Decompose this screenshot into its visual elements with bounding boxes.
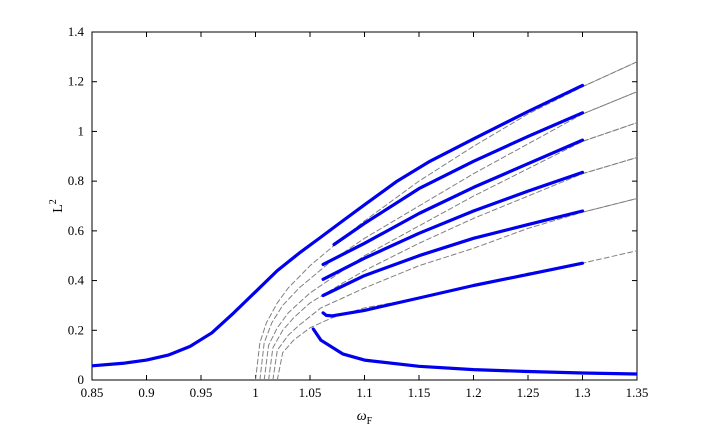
x-axis-title-sub: F bbox=[367, 416, 373, 427]
x-tick-label: 1.1 bbox=[356, 385, 372, 400]
y-tick-label: 0.2 bbox=[68, 322, 84, 337]
solid-curve-5 bbox=[321, 261, 585, 318]
x-tick-label: 0.95 bbox=[190, 385, 213, 400]
solid-curve-0 bbox=[92, 83, 585, 368]
y-axis-title-sup: 2 bbox=[48, 199, 59, 204]
dashed-curve-13 bbox=[259, 91, 637, 380]
y-tick-label: 1.2 bbox=[68, 74, 84, 89]
x-tick-label: 0.85 bbox=[81, 385, 104, 400]
x-axis-title: ωF bbox=[357, 409, 373, 427]
y-tick-label: 1 bbox=[78, 123, 85, 138]
y-tick-label: 0.8 bbox=[68, 173, 84, 188]
solid-curve-4 bbox=[321, 209, 585, 298]
x-tick-label: 1.05 bbox=[299, 385, 322, 400]
x-tick-label: 1 bbox=[252, 385, 259, 400]
x-tick-label: 0.9 bbox=[138, 385, 154, 400]
x-tick-label: 1.15 bbox=[408, 385, 431, 400]
solid-curve-6 bbox=[311, 327, 637, 376]
x-axis-title-main: ω bbox=[357, 409, 367, 424]
solid-curve-1 bbox=[332, 111, 585, 247]
solid-curve-2 bbox=[321, 138, 585, 266]
y-tick-label: 0.4 bbox=[68, 273, 85, 288]
y-tick-label: 0.6 bbox=[68, 223, 85, 238]
solid-curve-3 bbox=[321, 170, 585, 281]
dashed-curve-15 bbox=[268, 157, 637, 380]
x-tick-label: 1.25 bbox=[517, 385, 540, 400]
x-tick-label: 1.3 bbox=[574, 385, 590, 400]
y-tick-label: 0 bbox=[78, 372, 85, 387]
y-axis-title-main: L bbox=[51, 204, 66, 213]
x-tick-label: 1.2 bbox=[465, 385, 481, 400]
x-tick-label: 1.35 bbox=[626, 385, 649, 400]
dashed-curve-16 bbox=[272, 198, 637, 380]
y-axis-title: L2 bbox=[48, 199, 66, 213]
y-tick-label: 1.4 bbox=[68, 24, 85, 39]
